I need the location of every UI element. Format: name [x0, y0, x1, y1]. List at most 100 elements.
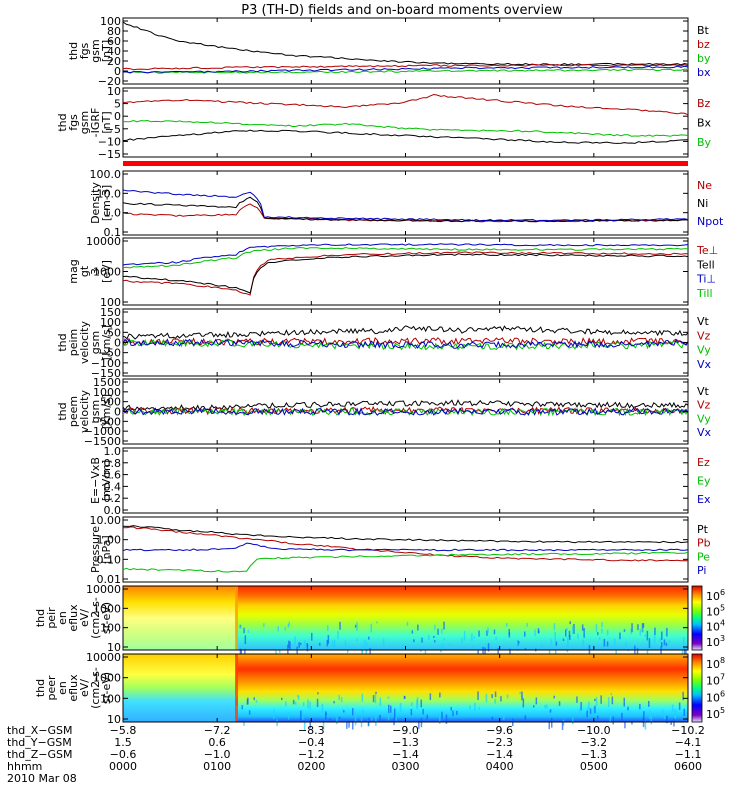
x-axis-tick-label: 0200 — [297, 760, 325, 773]
y-axis-label: eV/ — [78, 609, 91, 627]
x-axis-tick-label: 0300 — [392, 760, 420, 773]
series-line-Ti⊥ — [122, 243, 689, 266]
y-axis-label: [nT] — [100, 40, 113, 62]
series-line-Bt — [122, 21, 689, 66]
legend-entry-Vy: Vy — [697, 412, 711, 425]
y-tick-label: −15 — [98, 148, 121, 161]
y-tick-label: −1000 — [84, 425, 121, 438]
series-line-Pi — [122, 542, 689, 552]
y-axis-label: (cm2-s- — [89, 667, 102, 709]
y-tick-label: 0 — [114, 110, 121, 123]
x-axis-tick-label: −2.3 — [486, 736, 513, 749]
data-quality-bar — [123, 161, 688, 166]
y-tick-label: 20 — [107, 55, 121, 68]
y-axis-label: [km/s] — [100, 394, 113, 429]
y-tick-label: 10 — [107, 85, 121, 98]
series-line-Pb — [122, 526, 689, 562]
y-axis-label: peir — [45, 607, 58, 629]
y-axis-label: -IGRF — [89, 108, 102, 138]
y-tick-label: −50 — [98, 347, 121, 360]
x-axis-tick-label: −10.0 — [577, 724, 611, 737]
series-line-Pe — [122, 551, 689, 573]
y-tick-label: 10000 — [86, 583, 121, 596]
legend-entry-Vz: Vz — [697, 329, 711, 342]
y-tick-label: 10000 — [86, 651, 121, 664]
panel-7: 1.00.80.60.40.20.0E=−VxB[mV/m] Ez Ey Ex — [89, 445, 711, 517]
x-axis-row-label: thd_Y−GSM — [7, 736, 72, 749]
y-tick-label: −150 — [91, 367, 121, 380]
y-axis-label: [nPa] — [100, 535, 113, 563]
x-axis-tick-label: −0.6 — [110, 748, 137, 761]
y-axis-label: 3 — [89, 268, 102, 275]
legend-entry-Pt: Pt — [697, 523, 709, 536]
y-axis-label: thd — [34, 679, 47, 697]
legend-entry-Vt: Vt — [697, 315, 710, 328]
colorbar-tick-label: 105 — [706, 603, 725, 618]
y-axis-label: peer — [45, 675, 58, 701]
y-axis-label: [cm-3] — [100, 185, 113, 221]
y-axis-label: gsm — [89, 400, 102, 423]
x-axis-tick-label: 0.6 — [208, 736, 226, 749]
colorbar-tick-label: 106 — [706, 689, 725, 704]
legend-entry-Vx: Vx — [697, 358, 712, 371]
colorbar-tick-label: 108 — [706, 656, 725, 671]
series-line-Ni — [122, 196, 689, 223]
legend-entry-Vz: Vz — [697, 399, 711, 412]
legend-entry-by: by — [697, 52, 711, 65]
y-axis-label: E=−VxB — [89, 457, 102, 504]
y-axis-label: gsm — [89, 39, 102, 62]
y-axis-label: gt — [78, 265, 91, 277]
legend-entry-Pi: Pi — [697, 564, 706, 577]
x-axis-tick-label: −3.2 — [580, 736, 607, 749]
series-line-Bx — [122, 129, 689, 144]
y-axis-label: gsm — [89, 331, 102, 354]
legend-entry-Ey: Ey — [697, 475, 711, 488]
x-axis-tick-label: 0000 — [109, 760, 137, 773]
y-axis-label: [mV/m] — [100, 460, 113, 501]
y-axis-label: fgs — [78, 42, 91, 59]
colorbar-tick-label: 106 — [706, 588, 725, 603]
legend-entry-Ex: Ex — [697, 493, 711, 506]
y-axis-label: eflux — [67, 674, 80, 702]
legend-entry-bz: bz — [697, 38, 710, 51]
colorbar-tick-label: 105 — [706, 706, 725, 721]
legend-entry-Tell: Tell — [696, 258, 715, 271]
y-tick-label: −100 — [91, 357, 121, 370]
y-axis-label: en — [56, 681, 69, 695]
y-tick-label: 0.4 — [104, 480, 122, 493]
plot-title: P3 (TH-D) fields and on-board moments ov… — [241, 3, 563, 18]
y-axis-label: fgs — [67, 114, 80, 131]
x-axis-tick-label: −1.0 — [204, 748, 231, 761]
series-line-bx — [122, 65, 689, 74]
y-tick-label: 80 — [107, 25, 121, 38]
x-axis-tick-label: 0500 — [580, 760, 608, 773]
series-line-Bz — [122, 93, 689, 116]
y-tick-label: 1500 — [93, 376, 121, 389]
x-axis-tick-label: −0.4 — [298, 736, 325, 749]
legend-entry-Ti⊥: Ti⊥ — [696, 273, 716, 286]
legend-entry-Te⊥: Te⊥ — [696, 244, 718, 257]
y-tick-label: 0 — [114, 406, 121, 419]
x-axis-tick-label: −9.0 — [392, 724, 419, 737]
x-axis-tick-label: −4.1 — [675, 736, 702, 749]
y-tick-label: 1000 — [93, 602, 121, 615]
y-axis-label: Density — [89, 182, 102, 224]
x-axis-tick-label: −1.3 — [580, 748, 607, 761]
series-line-bz — [122, 63, 689, 71]
y-tick-label: −20 — [98, 75, 121, 88]
y-tick-label: −5 — [105, 123, 121, 136]
x-axis-row-label: hhmm — [7, 760, 42, 773]
x-axis-tick-label: −8.3 — [298, 724, 325, 737]
y-tick-label: 0.0 — [104, 504, 122, 517]
colorbar-tick-label: 103 — [706, 634, 725, 649]
series-line-Tell — [122, 253, 689, 294]
